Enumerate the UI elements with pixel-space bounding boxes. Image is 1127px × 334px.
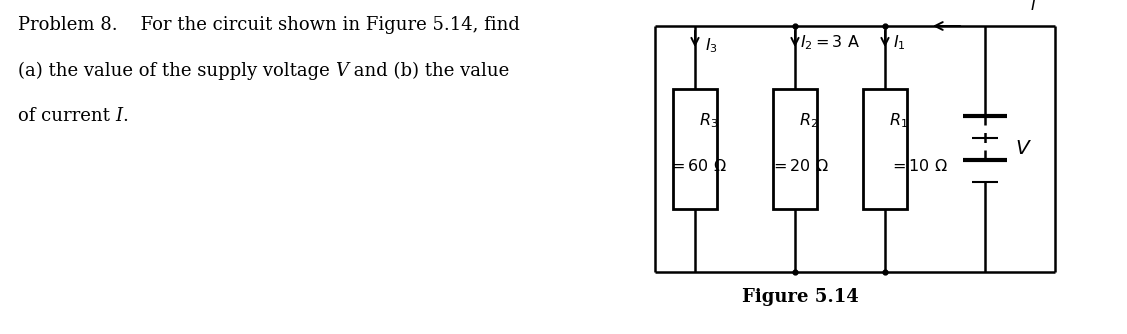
Text: $I_2 = 3\ \mathrm{A}$: $I_2 = 3\ \mathrm{A}$ [800, 34, 860, 52]
Text: $R_3$: $R_3$ [699, 112, 718, 130]
Text: $= 60\ \Omega$: $= 60\ \Omega$ [668, 159, 727, 175]
Text: $= 10\ \Omega$: $= 10\ \Omega$ [889, 159, 948, 175]
Text: Figure 5.14: Figure 5.14 [742, 288, 859, 306]
Text: Problem 8.    For the circuit shown in Figure 5.14, find: Problem 8. For the circuit shown in Figu… [18, 16, 520, 34]
Text: (a) the value of the supply voltage: (a) the value of the supply voltage [18, 62, 336, 80]
Bar [863, 89, 907, 209]
Text: .: . [123, 107, 128, 125]
Text: V: V [336, 62, 348, 80]
Text: and (b) the value: and (b) the value [348, 62, 509, 80]
Bar [673, 89, 717, 209]
Text: $I_3$: $I_3$ [706, 37, 718, 55]
Text: I: I [116, 107, 123, 125]
Bar [773, 89, 817, 209]
Text: $R_1$: $R_1$ [889, 112, 908, 130]
Text: $I$: $I$ [1030, 0, 1036, 14]
Text: $V$: $V$ [1015, 140, 1032, 159]
Text: $I_1$: $I_1$ [893, 34, 906, 52]
Text: $= 20\ \Omega$: $= 20\ \Omega$ [770, 159, 828, 175]
Text: of current: of current [18, 107, 116, 125]
Text: $R_2$: $R_2$ [799, 112, 818, 130]
